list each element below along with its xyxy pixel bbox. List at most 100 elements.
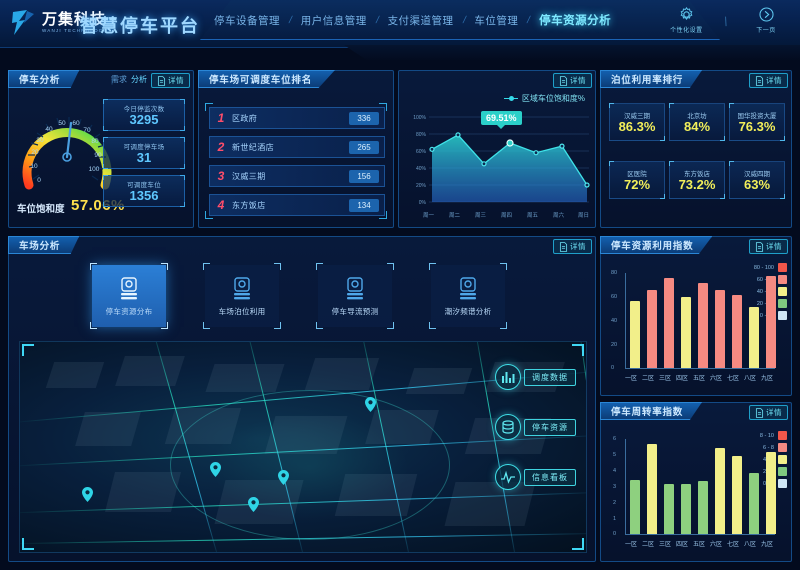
svg-text:100: 100 [89,166,100,173]
svg-text:20%: 20% [416,183,427,189]
map-pin[interactable] [248,497,259,512]
pulse-icon [495,464,521,490]
document-icon [755,407,764,418]
nav-item-2[interactable]: 支付渠道管理 [387,14,454,27]
svg-text:30: 30 [36,137,44,144]
stat-label: 今日停监次数 [123,105,165,113]
legend-swatch [778,467,787,476]
legend-swatch [778,443,787,452]
chart-legend: 区域车位饱和度% [503,93,585,104]
bar-3 [681,484,691,534]
gauge-label: 车位饱和度 [17,204,65,215]
toggle-demand[interactable]: 需求 [111,75,127,84]
detail-label: 详情 [766,76,782,85]
parking-meter-icon [460,276,476,299]
x-tick-0: 一区 [625,376,638,382]
berth-name: 东方饭店 [684,170,710,178]
x-tick-8: 九区 [761,542,774,548]
panel-title: 停车周转率指数 [611,407,684,418]
map-pin[interactable] [365,397,376,412]
rank-name: 东方饭店 [232,200,266,210]
parking-meter-icon [234,276,250,299]
y-tick-6: 6 [613,436,617,442]
settings-label: 个性化设置 [670,28,703,34]
lot-card-tidal-analysis[interactable]: 潮汐频谱分析 [429,263,507,329]
x-tick-2: 三区 [659,542,672,548]
chevron-right-circle-icon [758,7,774,22]
panel-header: 停车场可调度车位排名 [198,70,336,88]
legend-item-2: 40 - 60 [754,287,787,296]
map-pin[interactable] [82,487,93,502]
nav-item-4[interactable]: 停车资源分析 [539,15,612,27]
map-button-label: 调度数据 [524,368,576,386]
rank-number: 1 [217,111,225,125]
detail-button[interactable]: 详情 [553,239,592,254]
svg-text:60%: 60% [416,149,427,155]
legend-item-1: 60 - 80 [754,275,787,284]
nav-item-3[interactable]: 车位管理 [474,14,519,27]
svg-text:0: 0 [37,177,41,184]
turnover-bar-plot [625,439,776,535]
header-actions: 个性化设置 \ 下一页 [660,6,792,34]
lot-card-resource-distribution[interactable]: 停车资源分布 [90,263,168,329]
x-tick-0: 周一 [423,213,435,219]
map-pin[interactable] [278,470,289,485]
turnover-index-panel: 停车周转率指数 详情 8 - 10 6 - 8 4 - 6 2 - 4 0 - … [600,402,792,562]
x-tick-5: 六区 [710,542,723,548]
berth-card-5[interactable]: 汉威四期 63% [729,161,785,199]
berth-card-4[interactable]: 东方饭店 73.2% [669,161,725,199]
lot-card-berth-utilization[interactable]: 车场泊位利用 [203,263,281,329]
parking-meter-icon [347,276,363,299]
header-plate [200,0,720,40]
table-row[interactable]: 3 汉威三期 156 [209,165,385,187]
detail-button[interactable]: 详情 [749,405,788,420]
table-row[interactable]: 2 新世纪酒店 265 [209,136,385,158]
x-tick-2: 周三 [475,213,487,219]
svg-text:80: 80 [91,138,99,145]
detail-button[interactable]: 详情 [749,73,788,88]
bar-6 [732,456,742,534]
y-tick-3: 3 [613,484,617,490]
bar-1 [647,290,657,368]
y-tick-0: 0 [611,365,615,371]
bar-0 [630,301,640,368]
lot-analysis-panel: 车场分析 详情 停车资源分布 车场泊位利用 [8,236,596,562]
settings-button[interactable]: 个性化设置 [660,6,712,34]
detail-button[interactable]: 详情 [553,73,592,88]
berth-card-0[interactable]: 汉威三期 86.3% [609,103,665,141]
map-button-parking-resource[interactable]: 停车资源 [495,414,576,440]
x-tick-3: 四区 [676,376,689,382]
bar-2 [664,484,674,534]
table-row[interactable]: 4 东方饭店 134 [209,194,385,216]
nav-item-1[interactable]: 用户信息管理 [300,14,367,27]
x-tick-6: 七区 [727,376,740,382]
document-icon [559,75,568,86]
panel-header: 车场分析 [8,236,80,254]
map-button-info-board[interactable]: 信息看板 [495,464,576,490]
x-tick-5: 六区 [710,376,723,382]
city-map[interactable]: 调度数据 停车资源 信息看板 [19,341,587,553]
map-button-dispatch-data[interactable]: 调度数据 [495,364,576,390]
stat-label: 可调度停车场 [123,143,165,151]
y-tick-80: 80 [611,270,618,276]
berth-card-3[interactable]: 区医院 72% [609,161,665,199]
x-tick-1: 周二 [449,213,461,219]
logo-mark-icon [10,8,38,38]
app-header: 万集科技 WANJI TECHNOLOGY 智慧停车平台 停车设备管理 / 用户… [0,0,800,48]
next-page-button[interactable]: 下一页 [740,6,792,34]
table-row[interactable]: 1 区政府 336 [209,107,385,129]
berth-card-1[interactable]: 北京坊 84% [669,103,725,141]
toggle-analysis[interactable]: 分析 [131,75,147,84]
detail-button[interactable]: 详情 [151,73,190,88]
page-title: 智慧停车平台 [80,16,200,36]
map-pin[interactable] [210,462,221,477]
bar-4 [698,283,708,368]
berth-card-2[interactable]: 国华投资大厦 76.3% [729,103,785,141]
detail-button[interactable]: 详情 [749,239,788,254]
detail-label: 详情 [570,242,586,251]
nav-item-0[interactable]: 停车设备管理 [214,14,280,27]
logo-text-en: WANJI TECHNOLOGY [42,28,108,34]
berth-name: 国华投资大厦 [737,112,777,120]
lot-card-flow-prediction[interactable]: 停车导流预测 [316,263,394,329]
svg-text:0%: 0% [419,200,427,206]
